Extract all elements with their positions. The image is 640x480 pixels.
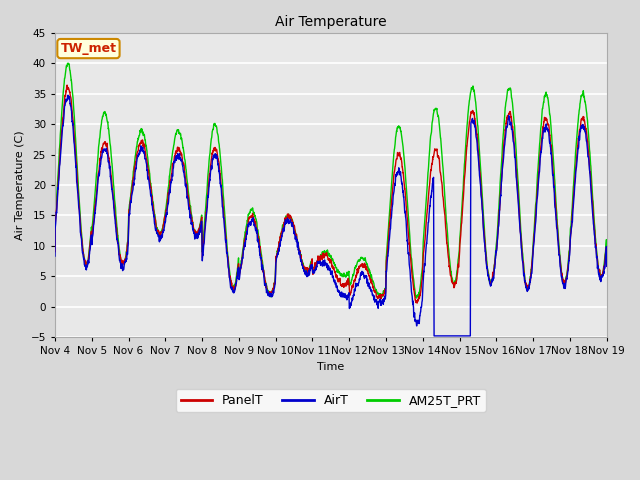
AM25T_PRT — [287, 216, 294, 222]
Line: PanelT: PanelT — [55, 85, 607, 303]
Legend: PanelT, AirT, AM25T_PRT: PanelT, AirT, AM25T_PRT — [176, 389, 486, 412]
PanelT — [287, 214, 294, 220]
AirT — [603, 264, 611, 269]
AirT — [114, 240, 122, 246]
X-axis label: Time: Time — [317, 362, 344, 372]
AM25T_PRT — [592, 244, 600, 250]
AM25T_PRT — [147, 180, 155, 186]
AM25T_PRT — [263, 283, 271, 289]
Line: AM25T_PRT: AM25T_PRT — [55, 63, 607, 298]
PanelT — [533, 197, 541, 203]
PanelT — [603, 264, 611, 269]
AM25T_PRT — [603, 259, 611, 264]
AM25T_PRT — [65, 60, 72, 66]
Title: Air Temperature: Air Temperature — [275, 15, 387, 29]
AirT — [263, 288, 271, 294]
AM25T_PRT — [51, 248, 59, 253]
PanelT — [263, 286, 271, 291]
PanelT — [63, 82, 71, 88]
AirT — [533, 199, 541, 205]
Line: AirT: AirT — [55, 96, 607, 336]
AirT — [287, 217, 294, 223]
AM25T_PRT — [533, 186, 541, 192]
AirT — [147, 193, 155, 199]
PanelT — [413, 300, 421, 306]
AirT — [65, 93, 72, 98]
AirT — [430, 333, 438, 339]
Y-axis label: Air Temperature (C): Air Temperature (C) — [15, 130, 25, 240]
PanelT — [51, 249, 59, 254]
AM25T_PRT — [413, 295, 420, 301]
AirT — [592, 248, 600, 253]
AirT — [51, 253, 59, 259]
AM25T_PRT — [114, 235, 122, 240]
PanelT — [592, 245, 600, 251]
PanelT — [114, 240, 122, 246]
PanelT — [147, 184, 155, 190]
Text: TW_met: TW_met — [60, 42, 116, 55]
